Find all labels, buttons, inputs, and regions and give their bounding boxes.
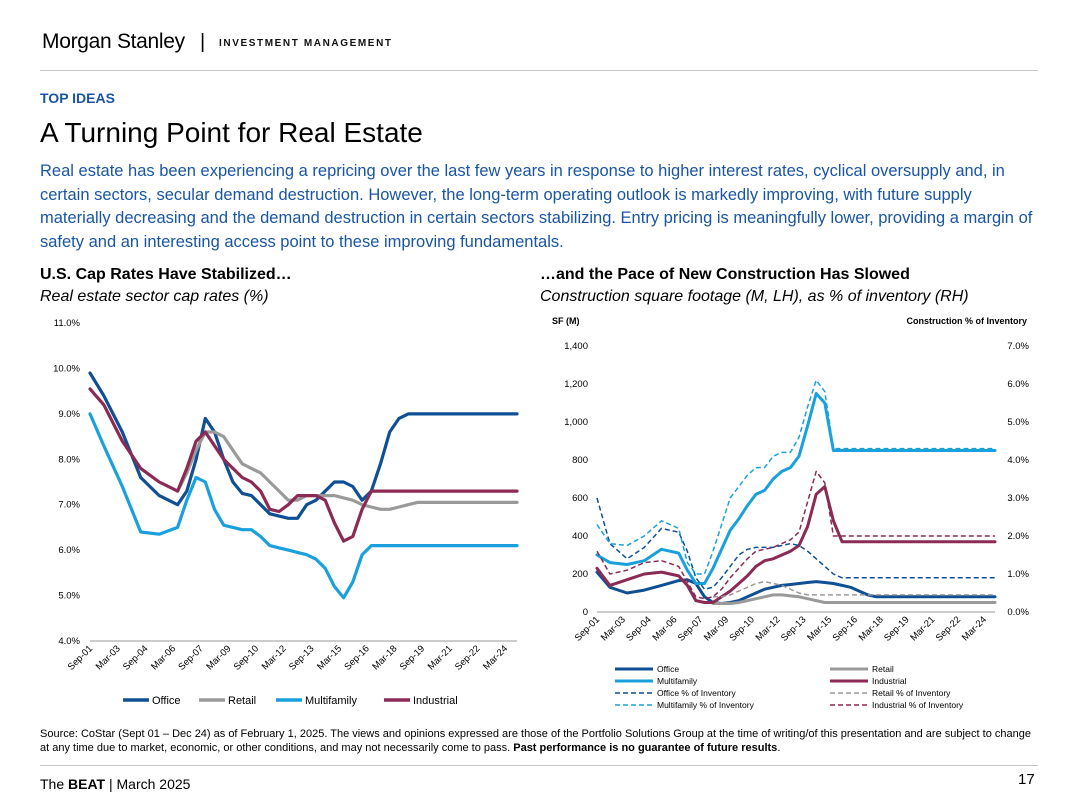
legend-label: Multifamily [305,695,357,707]
y-tick-label: 10.0% [53,363,80,374]
chart2-subtitle: Construction square footage (M, LH), as … [540,288,969,305]
source-footnote: Source: CoStar (Sept 01 – Dec 24) as of … [40,727,1040,755]
footnote-end: . [777,742,781,754]
legend-label: Office [657,664,679,674]
y-tick-label: 8.0% [58,454,80,465]
legend-label: Industrial [413,695,458,707]
y-tick-label-left: 600 [572,493,588,504]
x-tick-label: Sep-01 [573,614,602,643]
y-tick-label-right: 3.0% [1007,493,1029,504]
x-tick-label: Mar-24 [960,614,989,643]
x-tick-label: Sep-07 [676,614,705,643]
legend-label: Office [152,695,181,707]
chart2-title: …and the Pace of New Construction Has Sl… [540,266,910,283]
y-tick-label-left: 1,200 [564,379,588,390]
legend-label: Industrial [872,676,907,686]
y-tick-label-left: 200 [572,569,588,580]
pub-suffix: | March 2025 [105,776,191,792]
brand-logo: Morgan Stanley [42,30,185,53]
intro-paragraph: Real estate has been experiencing a repr… [40,162,1033,251]
division-name: INVESTMENT MANAGEMENT [219,38,393,49]
series-line-retail-of-inventory [713,580,995,598]
y-tick-label-right: 6.0% [1007,379,1029,390]
x-tick-label: Sep-04 [624,614,653,643]
x-tick-label: Mar-12 [754,614,783,643]
pub-prefix: The [40,776,69,792]
section-kicker: TOP IDEAS [40,90,115,106]
y-tick-label-right: 2.0% [1007,531,1029,542]
y-tick-label-right: 7.0% [1007,341,1029,352]
x-tick-label: Mar-15 [805,614,834,643]
y-tick-label: 9.0% [58,409,80,420]
series-line-office-of-inventory [596,497,995,590]
y-tick-label-right: 0.0% [1007,607,1029,618]
y-tick-label-right: 1.0% [1007,569,1029,580]
footnote-disclaimer: Past performance is no guarantee of futu… [513,742,778,754]
legend-label: Retail % of Inventory [872,688,951,698]
x-tick-label: Mar-18 [857,614,886,643]
series-line-industrial [88,387,519,543]
x-tick-label: Mar-09 [702,614,731,643]
x-tick-label: Sep-16 [831,614,860,643]
x-tick-label: Mar-03 [599,614,628,643]
y-tick-label: 7.0% [58,500,80,511]
logo-separator: | [200,31,206,53]
legend-label: Industrial % of Inventory [872,700,964,710]
y-tick-label-left: 400 [572,531,588,542]
page-number: 17 [1018,771,1035,788]
legend-label: Multifamily [657,676,698,686]
y-tick-label-left: 0 [583,607,588,618]
legend-label: Retail [228,695,256,707]
y-tick-label-left: 800 [572,455,588,466]
y-tick-label: 4.0% [58,636,80,647]
y-tick-label: 11.0% [54,318,81,329]
x-tick-label: Sep-13 [779,614,808,643]
series-line-retail [711,593,997,605]
series-line-office [88,371,519,520]
y-axis-title-left: SF (M) [552,316,580,326]
legend-label: Retail [872,664,894,674]
page-title: A Turning Point for Real Estate [40,117,423,148]
legend-label: Office % of Inventory [657,688,736,698]
publication-name: The BEAT | March 2025 [40,776,190,792]
x-tick-label: Sep-19 [882,614,911,643]
x-tick-label: Mar-06 [650,614,679,643]
footer-divider [40,765,1038,766]
header-divider [40,70,1038,71]
legend-label: Multifamily % of Inventory [657,700,755,710]
x-tick-label: Mar-21 [908,614,937,643]
series-line-multifamily [88,412,519,600]
y-tick-label-right: 4.0% [1007,455,1029,466]
y-tick-label: 5.0% [58,591,80,602]
y-tick-label: 6.0% [58,545,80,556]
series-line-retail [176,430,519,511]
series-line-office [595,570,997,605]
y-tick-label-left: 1,400 [564,341,588,352]
y-axis-title-right: Construction % of Inventory [906,316,1027,326]
chart1-title: U.S. Cap Rates Have Stabilized… [40,266,292,283]
y-tick-label-right: 5.0% [1007,417,1029,428]
series-line-industrial [595,485,997,604]
series-line-multifamily [595,392,997,585]
pub-bold: BEAT [68,776,106,792]
x-tick-label: Sep-22 [934,614,963,643]
footnote-text: Source: CoStar (Sept 01 – Dec 24) as of … [40,728,1031,754]
y-tick-label-left: 1,000 [564,417,588,428]
x-tick-label: Sep-10 [727,614,756,643]
chart1-subtitle: Real estate sector cap rates (%) [40,288,269,305]
series-line-industrial-of-inventory [596,470,995,600]
